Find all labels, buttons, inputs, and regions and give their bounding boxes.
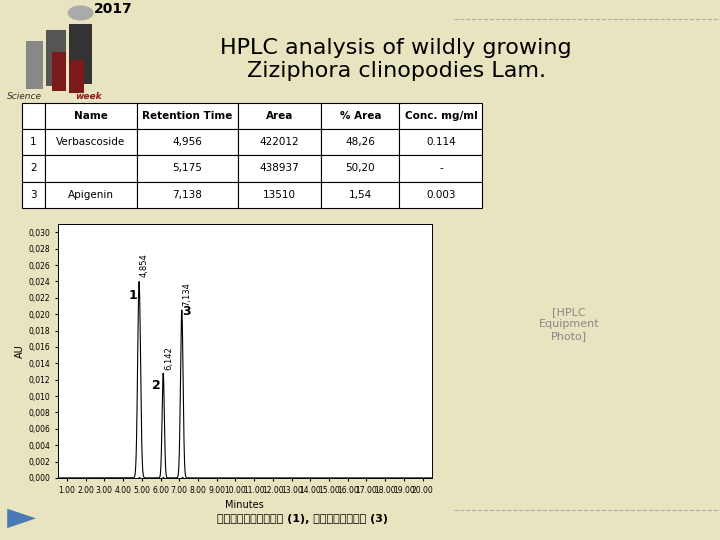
Text: 4,956: 4,956	[173, 137, 202, 147]
Bar	[321, 103, 400, 129]
Text: 埤囵埂埞囵埕埘埕囵埤 (1), 埕埤囵围囵埂囵埤 (3): 埤囵埂埞囵埕埘埕囵埤 (1), 埕埤囵围囵埂囵埤 (3)	[217, 514, 388, 524]
Text: % Area: % Area	[340, 111, 381, 121]
Bar	[22, 181, 45, 208]
Text: HPLC analysis of wildly growing
Ziziphora clinopodies Lam.: HPLC analysis of wildly growing Ziziphor…	[220, 38, 572, 81]
Text: week: week	[75, 92, 102, 102]
Text: 0.003: 0.003	[426, 190, 456, 200]
Bar	[22, 129, 45, 156]
Text: Name: Name	[73, 111, 108, 121]
Bar	[45, 129, 137, 156]
Bar	[238, 129, 321, 156]
Y-axis label: AU: AU	[15, 344, 25, 358]
Text: 4,854: 4,854	[140, 254, 149, 278]
Text: 3: 3	[30, 190, 37, 200]
Text: Retention Time: Retention Time	[143, 111, 233, 121]
Text: 5,175: 5,175	[173, 164, 202, 173]
Text: Science: Science	[7, 92, 42, 102]
Bar	[69, 24, 92, 84]
Text: 1: 1	[30, 137, 37, 147]
Text: Apigenin: Apigenin	[68, 190, 114, 200]
Text: 7,138: 7,138	[173, 190, 202, 200]
Bar	[45, 181, 137, 208]
Bar	[137, 103, 238, 129]
Text: 6,142: 6,142	[164, 346, 173, 370]
Text: Conc. mg/ml: Conc. mg/ml	[405, 111, 477, 121]
Text: Verbascoside: Verbascoside	[56, 137, 125, 147]
Text: 3: 3	[182, 305, 191, 318]
Text: 438937: 438937	[260, 164, 300, 173]
Bar	[52, 52, 66, 91]
Text: 422012: 422012	[260, 137, 300, 147]
Bar	[46, 30, 66, 86]
Text: 48,26: 48,26	[346, 137, 375, 147]
Bar	[238, 156, 321, 181]
Text: 0.114: 0.114	[426, 137, 456, 147]
Bar	[69, 60, 84, 93]
Text: 2: 2	[30, 164, 37, 173]
Bar	[22, 103, 45, 129]
Text: Area: Area	[266, 111, 293, 121]
Bar	[400, 156, 482, 181]
Bar	[137, 181, 238, 208]
Bar	[45, 156, 137, 181]
Text: 13510: 13510	[263, 190, 296, 200]
Text: [HPLC
Equipment
Photo]: [HPLC Equipment Photo]	[539, 307, 599, 341]
Bar	[321, 129, 400, 156]
X-axis label: Minutes: Minutes	[225, 500, 264, 510]
Bar	[137, 156, 238, 181]
Bar	[400, 103, 482, 129]
Text: 50,20: 50,20	[346, 164, 375, 173]
Bar	[22, 156, 45, 181]
Polygon shape	[7, 509, 36, 528]
Text: -: -	[439, 164, 443, 173]
Ellipse shape	[68, 5, 94, 21]
Text: 2: 2	[153, 379, 161, 392]
Bar	[238, 103, 321, 129]
Text: 2017: 2017	[94, 2, 132, 16]
Text: 1,54: 1,54	[348, 190, 372, 200]
Bar	[400, 181, 482, 208]
Bar	[45, 103, 137, 129]
Bar	[321, 181, 400, 208]
Bar	[26, 41, 43, 89]
Bar	[238, 181, 321, 208]
Text: 7,134: 7,134	[183, 282, 192, 306]
Bar	[137, 129, 238, 156]
Bar	[321, 156, 400, 181]
Text: 1: 1	[129, 289, 138, 302]
Bar	[400, 129, 482, 156]
